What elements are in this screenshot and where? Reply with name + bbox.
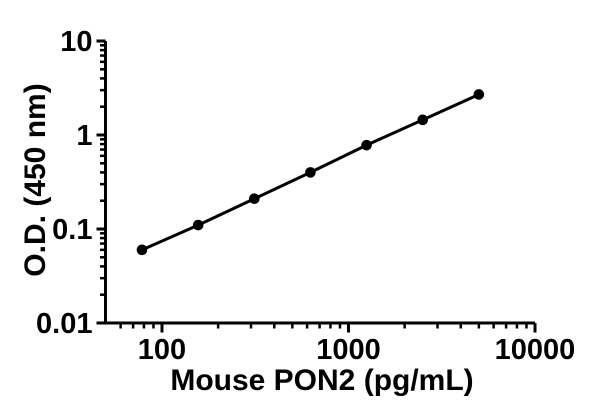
data-point-marker xyxy=(248,193,260,205)
x-axis-title: Mouse PON2 (pg/mL) xyxy=(170,364,474,397)
data-point-marker xyxy=(361,139,372,151)
data-point-marker xyxy=(136,244,148,256)
data-point-marker xyxy=(473,89,485,100)
data-point-marker xyxy=(417,114,429,126)
axes-line xyxy=(104,41,535,325)
data-point-marker xyxy=(192,219,204,231)
y-tick-label: 0.01 xyxy=(36,308,92,340)
x-tick-label: 10000 xyxy=(495,334,576,366)
x-tick-label: 100 xyxy=(138,334,186,366)
y-tick-label: 10 xyxy=(60,26,92,58)
y-tick-label: 1 xyxy=(76,120,92,152)
y-tick-label: 0.1 xyxy=(52,214,92,246)
y-axis-title: O.D. (450 nm) xyxy=(19,83,52,277)
x-tick-label: 1000 xyxy=(316,334,381,366)
data-point-marker xyxy=(305,167,316,178)
